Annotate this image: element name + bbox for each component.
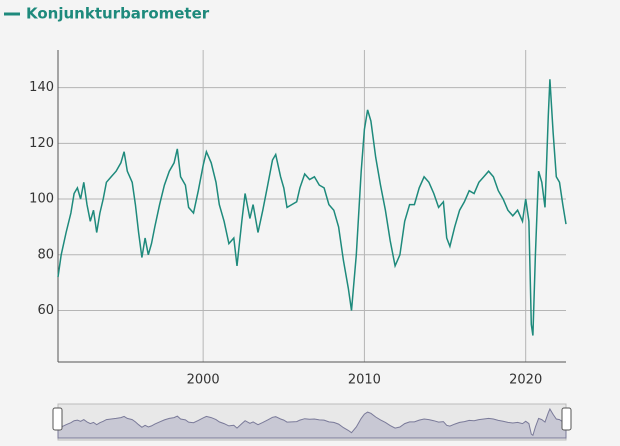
x-tick-label: 2020 bbox=[509, 373, 542, 388]
y-tick-label: 120 bbox=[29, 136, 54, 151]
legend-label[interactable]: Konjunkturbarometer bbox=[26, 5, 210, 23]
series-line bbox=[57, 79, 567, 336]
navigator-handle[interactable] bbox=[561, 407, 572, 431]
x-tick-label: 2010 bbox=[348, 373, 381, 388]
grid: 60 80 100 120 140 2000 2010 2020 bbox=[29, 50, 566, 388]
y-tick-label: 60 bbox=[37, 303, 54, 318]
navigator-line bbox=[57, 407, 567, 439]
plot-area bbox=[58, 50, 566, 362]
y-tick-label: 140 bbox=[29, 80, 54, 95]
y-tick-label: 100 bbox=[29, 192, 54, 207]
navigator-handle[interactable] bbox=[52, 407, 63, 431]
navigator-series bbox=[57, 407, 567, 439]
x-tick-label: 2000 bbox=[187, 373, 220, 388]
plot bbox=[57, 79, 567, 336]
y-tick-label: 80 bbox=[37, 247, 54, 262]
